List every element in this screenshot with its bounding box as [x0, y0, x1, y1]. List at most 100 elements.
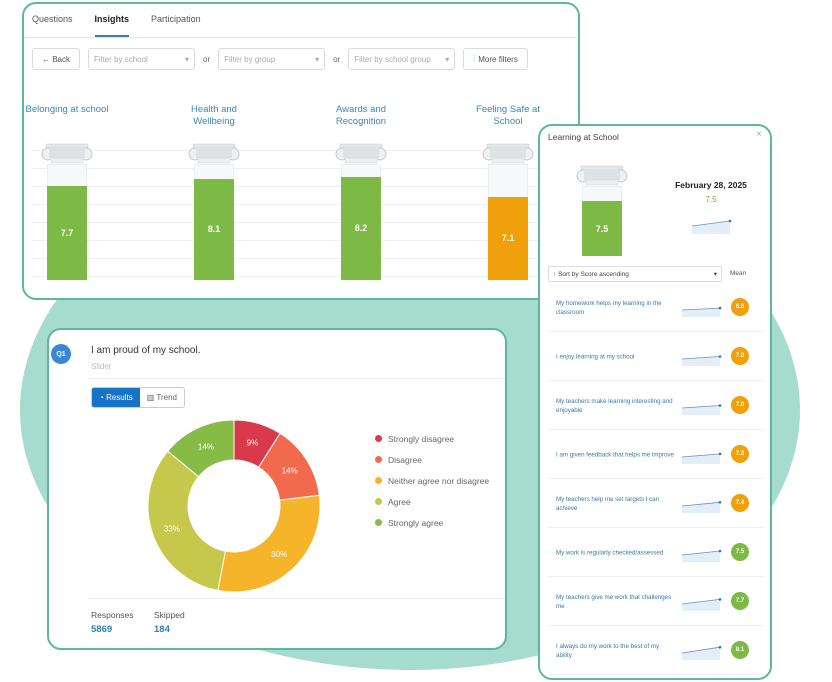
pillar-value: 7.7 [60, 227, 74, 238]
pillar-capital-icon [575, 164, 629, 186]
school-group-filter[interactable]: Filter by school group ▾ [348, 48, 456, 70]
score-badge: 7.7 [731, 592, 749, 610]
sort-dropdown[interactable]: ↑ Sort by Score ascending ▾ [548, 266, 722, 282]
question-type: Slider [91, 362, 112, 371]
score-badge: 7.0 [731, 396, 749, 414]
gridline [32, 258, 578, 259]
legend-item[interactable]: Agree [375, 491, 489, 512]
legend-label: Agree [388, 496, 411, 507]
responses-stat: Responses 5869 [91, 610, 134, 635]
legend-dot-icon [375, 456, 382, 463]
score-badge: 7.4 [731, 494, 749, 512]
pillar-bar: 7.1 [488, 196, 528, 280]
legend-item[interactable]: Disagree [375, 449, 489, 470]
score-badge: 6.8 [731, 298, 749, 316]
pillar-capital-icon [334, 142, 388, 164]
or-label: or [203, 54, 211, 64]
sort-label: ↑ Sort by Score ascending [553, 270, 629, 278]
question-text[interactable]: My teachers give me work that challenges… [556, 593, 672, 610]
list-item[interactable]: I always do my work to the best of my ab… [548, 627, 764, 675]
question-text[interactable]: My teachers make learning interesting an… [556, 397, 673, 414]
score-badge: 8.1 [731, 641, 749, 659]
list-item[interactable]: My teachers make learning interesting an… [548, 382, 764, 430]
pillar[interactable]: 8.2 [334, 142, 388, 280]
gridline [32, 150, 578, 151]
group-filter[interactable]: Filter by group ▾ [218, 48, 326, 70]
trend-button[interactable]: ▥ Trend [140, 388, 184, 407]
bar-chart-icon: ▥ [146, 393, 157, 402]
skipped-stat: Skipped 184 [154, 610, 185, 635]
back-button[interactable]: ← Back [32, 48, 81, 70]
pie-chart-icon: ◔ [99, 393, 107, 402]
filter-bar: ← Back Filter by school ▾ or Filter by gr… [24, 38, 578, 80]
tab-questions[interactable]: Questions [32, 14, 73, 24]
school-filter[interactable]: Filter by school ▾ [88, 48, 196, 70]
legend-item[interactable]: Strongly agree [375, 512, 489, 533]
pillar[interactable]: 7.1 [481, 142, 535, 280]
donut-slice-strongly-agree[interactable] [167, 419, 235, 478]
pillar-capital-icon [187, 142, 241, 164]
pillar-bar: 7.7 [47, 185, 87, 280]
date-score: 7.5 [705, 195, 717, 204]
insights-panel: Questions Insights Participation ← Back … [22, 2, 580, 300]
donut-slice-label: 14% [198, 442, 214, 451]
question-text[interactable]: My work is regularly checked/assessed [556, 549, 664, 556]
donut-slice-neither-agree-nor-disagree[interactable] [217, 494, 321, 593]
tab-participation[interactable]: Participation [151, 14, 201, 24]
sparkline [681, 549, 722, 562]
group-filter-placeholder: Filter by group [224, 54, 276, 64]
question-text[interactable]: I always do my work to the best of my ab… [556, 642, 660, 659]
sliders-icon: ⫶ [473, 54, 476, 63]
list-item[interactable]: My homework helps my learning in the cla… [548, 284, 764, 332]
legend-item[interactable]: Neither agree nor disagree [375, 470, 489, 491]
list-item[interactable]: My work is regularly checked/assessed 7.… [548, 529, 764, 577]
pillar[interactable]: 8.1 [187, 142, 241, 280]
list-item[interactable]: I enjoy learning at my school 7.0 [548, 333, 764, 381]
sparkline [681, 306, 722, 317]
view-toggle: ◔ Results ▥ Trend [91, 387, 185, 408]
donut-slice-label: 14% [282, 467, 298, 476]
chevron-down-icon: ▾ [713, 271, 717, 278]
pillar-capital-icon [481, 142, 535, 164]
question-text[interactable]: My teachers help me set targets I can ac… [556, 495, 660, 512]
question-text[interactable]: I am given feedback that helps me improv… [556, 451, 674, 458]
learning-detail-panel: Learning at School × 7.5 February 28, 20… [538, 124, 772, 680]
chevron-down-icon: ▾ [315, 54, 320, 64]
mean-header: Mean [730, 270, 747, 277]
question-text[interactable]: I enjoy learning at my school [556, 353, 635, 360]
score-badge: 7.0 [731, 347, 749, 365]
divider [89, 378, 505, 379]
pillar-bar: 8.1 [194, 178, 234, 280]
sort-value: Sort by Score ascending [558, 270, 629, 278]
donut-slice-agree[interactable] [147, 450, 226, 592]
pillar[interactable]: 7.5 [575, 164, 629, 256]
results-button[interactable]: ◔ Results [92, 388, 140, 407]
pillar[interactable]: 7.7 [40, 142, 94, 280]
list-item[interactable]: My teachers give me work that challenges… [548, 578, 764, 626]
category-label[interactable]: Awards and Recognition [335, 104, 387, 127]
pillar-chart-inner: Belonging at school 7.7 Health and Wellbei… [26, 90, 578, 290]
question-card: Q1 I am proud of my school. Slider ◔ Res… [47, 328, 507, 650]
pillar-capital-icon [40, 142, 94, 164]
sparkline [681, 355, 722, 366]
list-item[interactable]: I am given feedback that helps me improv… [548, 431, 764, 479]
category-label[interactable]: Health and Wellbeing [191, 104, 237, 127]
legend-label: Strongly agree [388, 517, 444, 528]
tab-insights[interactable]: Insights [94, 14, 130, 37]
close-icon[interactable]: × [756, 129, 762, 140]
question-text[interactable]: My homework helps my learning in the cla… [556, 299, 662, 316]
category-label[interactable]: Belonging at school [25, 104, 109, 115]
question-number-badge: Q1 [51, 344, 71, 364]
category-label[interactable]: Feeling Safe at School [476, 104, 540, 127]
school-filter-placeholder: Filter by school [94, 54, 148, 64]
more-filters-button[interactable]: ⫶ More filters [463, 48, 528, 70]
sparkline [681, 645, 722, 660]
gridline [32, 276, 578, 277]
pillar-value: 8.2 [354, 223, 368, 234]
chevron-down-icon: ▾ [185, 54, 190, 64]
results-label: Results [106, 393, 133, 402]
list-item[interactable]: My teachers help me set targets I can ac… [548, 480, 764, 528]
legend-item[interactable]: Strongly disagree [375, 428, 489, 449]
divider [89, 598, 505, 599]
donut-slice-label: 9% [247, 439, 259, 448]
